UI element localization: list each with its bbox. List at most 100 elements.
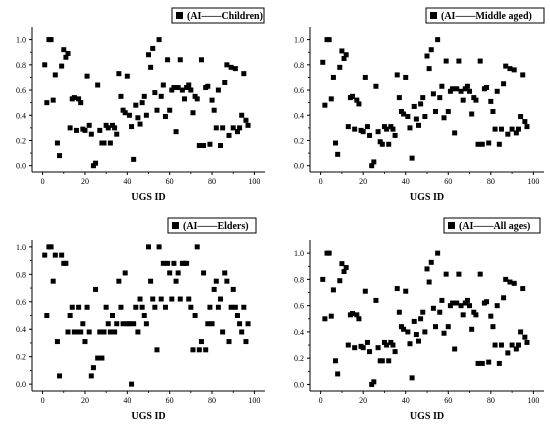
data-point — [222, 79, 228, 85]
data-point — [337, 278, 343, 284]
data-point — [411, 103, 417, 109]
data-point — [390, 126, 396, 132]
data-point — [403, 74, 409, 80]
data-point — [112, 125, 118, 131]
data-point — [188, 87, 194, 93]
data-point — [339, 48, 345, 54]
data-point — [99, 355, 105, 361]
data-point — [201, 270, 207, 276]
legend-label: (AI——Children) — [187, 11, 263, 22]
data-point — [420, 309, 426, 315]
data-point — [464, 83, 470, 89]
data-point — [407, 125, 413, 131]
data-point — [215, 304, 221, 310]
y-tick-label: 0.0 — [294, 162, 304, 171]
data-point — [409, 155, 415, 161]
data-point — [237, 321, 243, 327]
data-point — [158, 93, 164, 99]
data-point — [78, 100, 84, 106]
data-point — [86, 329, 92, 335]
data-point — [67, 125, 73, 131]
data-point — [443, 271, 449, 277]
y-tick-label: 0.8 — [16, 61, 26, 70]
data-point — [156, 37, 162, 43]
data-point — [379, 141, 385, 147]
data-point — [341, 269, 347, 275]
data-point — [430, 305, 436, 311]
data-point — [129, 124, 135, 130]
data-point — [424, 266, 430, 272]
legend-marker — [172, 222, 179, 229]
data-point — [201, 143, 207, 149]
data-point — [148, 64, 154, 70]
data-point — [182, 96, 188, 102]
data-point — [464, 297, 470, 303]
data-point — [73, 329, 79, 335]
data-point — [226, 132, 232, 138]
y-tick-label: 0.8 — [16, 270, 26, 279]
data-point — [424, 53, 430, 59]
data-point — [401, 326, 407, 332]
data-point — [352, 126, 358, 132]
data-point — [137, 296, 143, 302]
data-point — [230, 286, 236, 292]
data-point — [356, 316, 362, 322]
data-point — [407, 341, 413, 347]
data-point — [179, 87, 185, 93]
x-tick-label: 60 — [444, 177, 452, 186]
x-tick-label: 100 — [248, 396, 260, 405]
data-point — [371, 159, 377, 165]
data-point — [373, 297, 379, 303]
data-point — [326, 37, 332, 43]
data-point — [415, 338, 421, 344]
x-tick-label: 40 — [123, 396, 131, 405]
data-point — [156, 244, 162, 250]
data-point — [520, 72, 526, 78]
data-point — [42, 252, 48, 258]
data-point — [239, 329, 245, 335]
data-point — [192, 93, 198, 99]
data-point — [196, 143, 202, 149]
data-point — [184, 260, 190, 266]
data-point — [152, 304, 158, 310]
data-point — [426, 66, 432, 72]
data-point — [371, 379, 377, 385]
data-point — [107, 329, 113, 335]
data-point — [320, 59, 326, 65]
data-point — [505, 131, 511, 137]
data-point — [220, 125, 226, 131]
data-point — [390, 342, 396, 348]
data-point — [173, 129, 179, 135]
data-point — [88, 373, 94, 379]
x-tick-label: 40 — [402, 177, 410, 186]
data-point — [126, 112, 132, 118]
y-tick-label: 0.4 — [294, 111, 304, 120]
data-point — [475, 141, 481, 147]
data-point — [73, 127, 79, 133]
data-point — [428, 47, 434, 53]
data-point — [369, 381, 375, 387]
data-point — [356, 101, 362, 107]
data-point — [339, 261, 345, 267]
scatter-panel-middle-aged: 0 20 40 60 80 100 0.0 0.2 0.4 0.6 0.8 1.0 UGS ID (AI—… — [294, 7, 545, 203]
data-point — [345, 342, 351, 348]
data-point — [524, 124, 530, 130]
data-point — [126, 321, 132, 327]
data-point — [335, 151, 341, 157]
data-point — [207, 141, 213, 147]
data-point — [152, 90, 158, 96]
x-tick-label: 20 — [359, 396, 367, 405]
data-point — [177, 57, 183, 63]
data-point — [52, 252, 58, 258]
data-point — [162, 114, 168, 120]
data-point — [350, 311, 356, 317]
data-point — [97, 329, 103, 335]
data-point — [90, 365, 96, 371]
data-point — [320, 276, 326, 282]
data-point — [165, 260, 171, 266]
data-point — [169, 87, 175, 93]
data-point — [437, 95, 443, 101]
data-point — [388, 339, 394, 345]
data-point — [328, 96, 334, 102]
data-point — [460, 97, 466, 103]
